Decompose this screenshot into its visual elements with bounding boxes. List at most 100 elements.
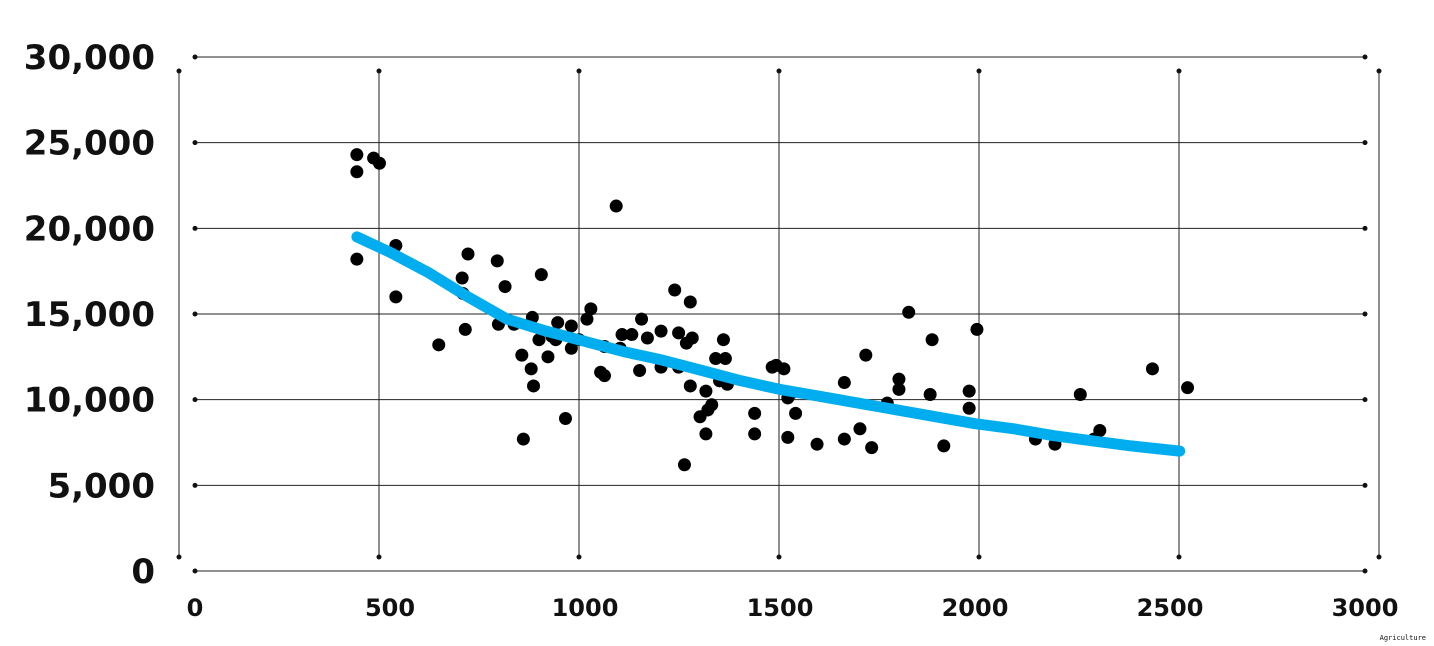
grid-marker	[576, 68, 582, 74]
data-point	[458, 322, 472, 336]
data-point	[498, 280, 512, 294]
data-point	[892, 382, 906, 396]
data-point	[699, 427, 713, 441]
grid-lines	[178, 56, 1380, 572]
data-point	[635, 312, 649, 326]
grid-marker	[1176, 68, 1182, 74]
data-point	[372, 156, 386, 170]
data-point	[350, 252, 364, 266]
y-tick-label: 5,000	[47, 466, 155, 506]
grid-marker	[1362, 482, 1368, 488]
data-point	[810, 437, 824, 451]
data-points	[350, 148, 1195, 472]
grid-marker	[1376, 68, 1382, 74]
data-point	[865, 441, 879, 455]
data-point	[970, 322, 984, 336]
grid-corner-markers	[176, 54, 1382, 574]
grid-marker	[176, 554, 182, 560]
grid-marker	[776, 68, 782, 74]
data-point	[748, 427, 762, 441]
grid-marker	[1176, 554, 1182, 560]
x-tick-label: 1000	[552, 594, 619, 622]
data-point	[937, 439, 951, 453]
data-point	[902, 305, 916, 319]
data-point	[584, 302, 598, 316]
grid-marker	[1362, 311, 1368, 317]
grid-marker	[376, 554, 382, 560]
data-point	[699, 384, 713, 398]
data-point	[559, 412, 572, 426]
data-point	[709, 352, 723, 366]
data-point	[541, 350, 555, 364]
data-point	[672, 326, 686, 340]
data-point	[524, 362, 538, 376]
data-point	[777, 362, 791, 376]
data-point	[716, 333, 730, 347]
data-point	[837, 376, 851, 390]
data-point	[925, 333, 939, 347]
grid-marker	[176, 68, 182, 74]
data-point	[633, 364, 647, 378]
data-point	[789, 406, 803, 420]
data-point	[1145, 362, 1159, 376]
data-point	[677, 458, 691, 472]
data-point	[962, 401, 976, 415]
data-point	[1181, 381, 1195, 395]
grid-marker	[192, 225, 198, 231]
y-tick-label: 30,000	[24, 38, 155, 78]
data-point	[859, 348, 873, 362]
data-point	[837, 432, 851, 446]
grid-marker	[1362, 568, 1368, 574]
y-tick-label: 0	[131, 552, 155, 592]
data-point	[564, 319, 578, 333]
grid-marker	[192, 311, 198, 317]
grid-marker	[1376, 554, 1382, 560]
data-point	[534, 268, 548, 282]
grid-marker	[1362, 225, 1368, 231]
data-point	[551, 316, 565, 330]
grid-marker	[1362, 54, 1368, 60]
data-point	[654, 324, 668, 338]
data-point	[1093, 424, 1107, 438]
footer-label: Agriculture	[1379, 634, 1426, 642]
grid-marker	[192, 568, 198, 574]
data-point	[532, 333, 546, 347]
data-point	[718, 352, 732, 366]
y-tick-label: 25,000	[24, 124, 155, 164]
grid-marker	[1362, 140, 1368, 146]
grid-marker	[1362, 397, 1368, 403]
x-axis-tick-labels: 0 500 1000 1500 2000 2500 3000	[187, 594, 1399, 622]
y-tick-label: 10,000	[24, 381, 155, 421]
data-point	[515, 348, 529, 362]
grid-marker	[976, 68, 982, 74]
data-point	[748, 406, 762, 420]
data-point	[564, 341, 578, 355]
grid-marker	[576, 554, 582, 560]
data-point	[683, 295, 697, 309]
data-point	[1073, 388, 1087, 402]
y-tick-label: 20,000	[24, 209, 155, 249]
grid-marker	[192, 140, 198, 146]
trend-line	[351, 231, 1186, 457]
data-point	[853, 422, 867, 436]
data-point	[685, 331, 699, 345]
x-tick-label: 1500	[747, 594, 814, 622]
data-point	[350, 165, 364, 179]
data-point	[615, 328, 629, 342]
data-point	[923, 388, 937, 402]
x-tick-label: 0	[187, 594, 204, 622]
data-point	[668, 283, 682, 297]
x-tick-label: 2500	[1137, 594, 1204, 622]
data-point	[516, 432, 530, 446]
x-tick-label: 500	[365, 594, 415, 622]
data-point	[527, 379, 541, 393]
data-point	[455, 271, 469, 285]
data-point	[432, 338, 446, 352]
x-tick-label: 2000	[942, 594, 1009, 622]
data-point	[350, 148, 364, 162]
y-tick-label: 15,000	[24, 295, 155, 335]
data-point	[781, 430, 795, 444]
grid-marker	[776, 554, 782, 560]
grid-marker	[192, 482, 198, 488]
